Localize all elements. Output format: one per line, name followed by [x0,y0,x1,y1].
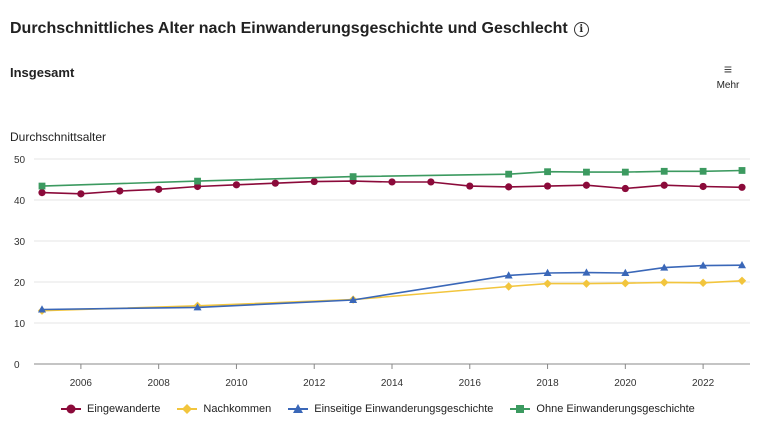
data-point [543,279,552,288]
data-point [621,184,629,193]
data-point [738,260,746,269]
legend-item[interactable]: Nachkommen [176,403,271,415]
data-point [583,168,590,176]
y-axis-label: Durchschnittsalter [10,130,107,144]
y-tick-label: 20 [14,278,26,289]
data-point [621,168,629,176]
data-point [232,181,241,189]
data-point [621,268,630,276]
data-point [116,187,124,195]
y-tick-label: 50 [14,155,26,166]
x-tick-label: 2022 [692,378,715,389]
data-point [193,182,202,191]
data-point [193,303,202,311]
data-point [38,305,46,313]
legend-item[interactable]: Ohne Einwanderungsgeschichte [509,403,695,415]
data-point [505,170,513,178]
data-point [427,178,435,186]
legend-swatch [510,405,531,413]
legend-swatch [61,404,81,414]
data-point [349,173,357,181]
y-tick-label: 30 [14,237,26,248]
chart-title-text: Durchschnittliches Alter nach Einwanderu… [10,20,568,37]
x-tick-label: 2016 [459,378,482,389]
data-point [388,178,396,186]
data-point [698,278,708,288]
legend-label: Einseitige Einwanderungsgeschichte [314,403,494,415]
data-point [699,261,708,269]
data-point [543,182,552,190]
series-line [41,280,743,312]
data-point [621,279,630,288]
legend-item[interactable]: Eingewanderte [60,403,160,415]
y-tick-label: 0 [14,360,20,371]
chart-subtitle: Insgesamt [10,65,75,80]
data-point [699,182,707,191]
data-point [738,167,746,174]
data-point [699,167,707,175]
data-point [38,189,46,197]
data-point [660,278,669,287]
chart-title: Durchschnittliches Alter nach Einwanderu… [10,20,589,38]
data-point [155,185,163,193]
data-point [660,181,668,189]
menu-icon: ≡ [723,61,733,77]
x-tick-label: 2008 [148,378,171,389]
x-tick-label: 2018 [536,378,559,389]
data-point [660,167,668,175]
data-point [582,268,591,276]
data-point [582,279,591,288]
data-point [543,268,552,276]
legend-label: Nachkommen [203,403,272,415]
x-tick-label: 2006 [70,378,93,389]
legend-swatch [288,404,309,413]
series-line [41,264,743,311]
legend-item[interactable]: Einseitige Einwanderungsgeschichte [287,403,493,415]
series-line [41,169,743,187]
data-point [349,295,358,304]
info-icon[interactable]: i [573,21,589,37]
legend-label: Ohne Einwanderungsgeschichte [536,403,695,415]
legend-label: Eingewanderte [87,403,161,415]
data-point [738,183,746,191]
chart-legend: Eingewanderte Nachkommen Einseitige Einwan… [60,403,711,415]
data-point [77,190,85,198]
data-point [504,282,513,291]
y-tick-label: 10 [14,319,26,330]
data-point [194,177,201,185]
x-tick-label: 2020 [614,378,637,389]
data-point [310,177,318,186]
y-tick-label: 40 [14,196,26,207]
legend-swatch [177,404,198,414]
data-point [271,179,279,187]
data-point [504,271,513,279]
x-tick-label: 2012 [303,378,326,389]
data-point [544,168,551,176]
more-label: Mehr [716,80,740,91]
data-point [660,263,669,271]
more-menu-button[interactable]: ≡ Mehr [708,61,748,91]
data-point [582,181,591,189]
data-point [466,182,474,190]
x-tick-label: 2014 [381,378,404,389]
data-point [505,183,513,191]
data-point [38,182,46,190]
data-point [737,276,747,285]
x-tick-label: 2010 [225,378,248,389]
